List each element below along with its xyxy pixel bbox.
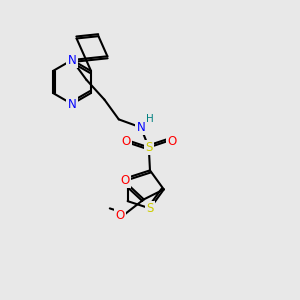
Text: O: O — [115, 209, 124, 222]
Text: O: O — [121, 135, 130, 148]
Text: N: N — [136, 121, 145, 134]
Text: H: H — [146, 114, 154, 124]
Text: N: N — [68, 53, 76, 67]
Text: S: S — [145, 141, 152, 154]
Text: O: O — [167, 135, 176, 148]
Text: N: N — [68, 98, 76, 110]
Text: O: O — [120, 174, 129, 187]
Text: S: S — [146, 202, 154, 215]
